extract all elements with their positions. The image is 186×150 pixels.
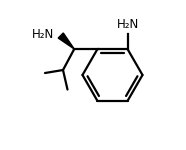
Text: H₂N: H₂N — [32, 27, 54, 40]
Text: H₂N: H₂N — [116, 18, 139, 31]
Polygon shape — [58, 33, 74, 49]
